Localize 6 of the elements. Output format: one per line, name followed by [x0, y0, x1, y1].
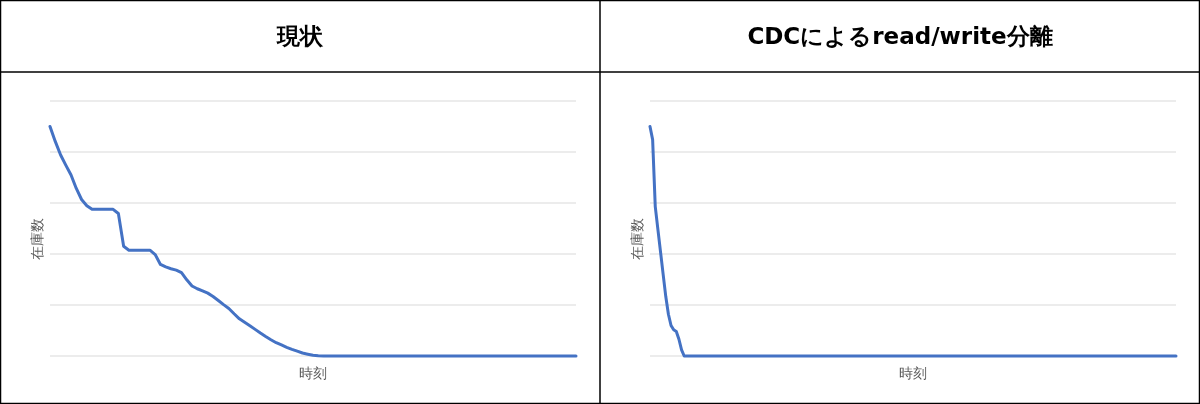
chart-title: CDCによるread/write分離: [747, 23, 1053, 49]
y-axis-title: 在庫数: [29, 217, 45, 260]
x-axis-title: 時刻: [899, 365, 927, 381]
chart-title: 現状: [276, 23, 324, 49]
y-axis-title: 在庫数: [629, 217, 645, 260]
x-axis-title: 時刻: [299, 365, 327, 381]
